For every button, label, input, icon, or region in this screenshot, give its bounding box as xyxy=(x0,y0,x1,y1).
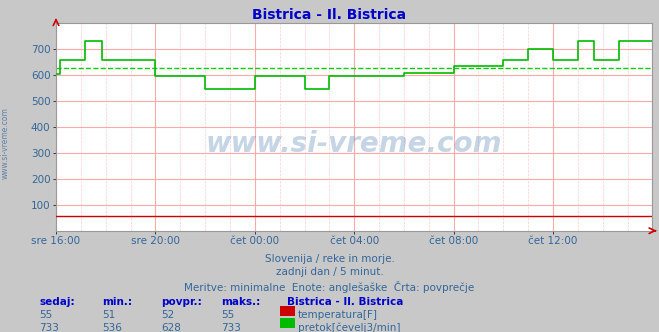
Text: min.:: min.: xyxy=(102,297,132,307)
Text: Bistrica - Il. Bistrica: Bistrica - Il. Bistrica xyxy=(287,297,403,307)
Text: www.si-vreme.com: www.si-vreme.com xyxy=(1,107,10,179)
Text: 52: 52 xyxy=(161,310,175,320)
Text: maks.:: maks.: xyxy=(221,297,260,307)
Text: Bistrica - Il. Bistrica: Bistrica - Il. Bistrica xyxy=(252,8,407,22)
Text: povpr.:: povpr.: xyxy=(161,297,202,307)
Text: 536: 536 xyxy=(102,323,122,332)
Text: Slovenija / reke in morje.: Slovenija / reke in morje. xyxy=(264,254,395,264)
Text: pretok[čevelj3/min]: pretok[čevelj3/min] xyxy=(298,323,401,332)
Text: temperatura[F]: temperatura[F] xyxy=(298,310,378,320)
Text: zadnji dan / 5 minut.: zadnji dan / 5 minut. xyxy=(275,267,384,277)
Text: 733: 733 xyxy=(40,323,59,332)
Text: www.si-vreme.com: www.si-vreme.com xyxy=(206,129,502,158)
Text: 628: 628 xyxy=(161,323,181,332)
Text: Meritve: minimalne  Enote: anglešaške  Črta: povprečje: Meritve: minimalne Enote: anglešaške Črt… xyxy=(185,281,474,292)
Text: sedaj:: sedaj: xyxy=(40,297,75,307)
Text: 55: 55 xyxy=(221,310,234,320)
Text: 733: 733 xyxy=(221,323,241,332)
Text: 55: 55 xyxy=(40,310,53,320)
Text: 51: 51 xyxy=(102,310,115,320)
